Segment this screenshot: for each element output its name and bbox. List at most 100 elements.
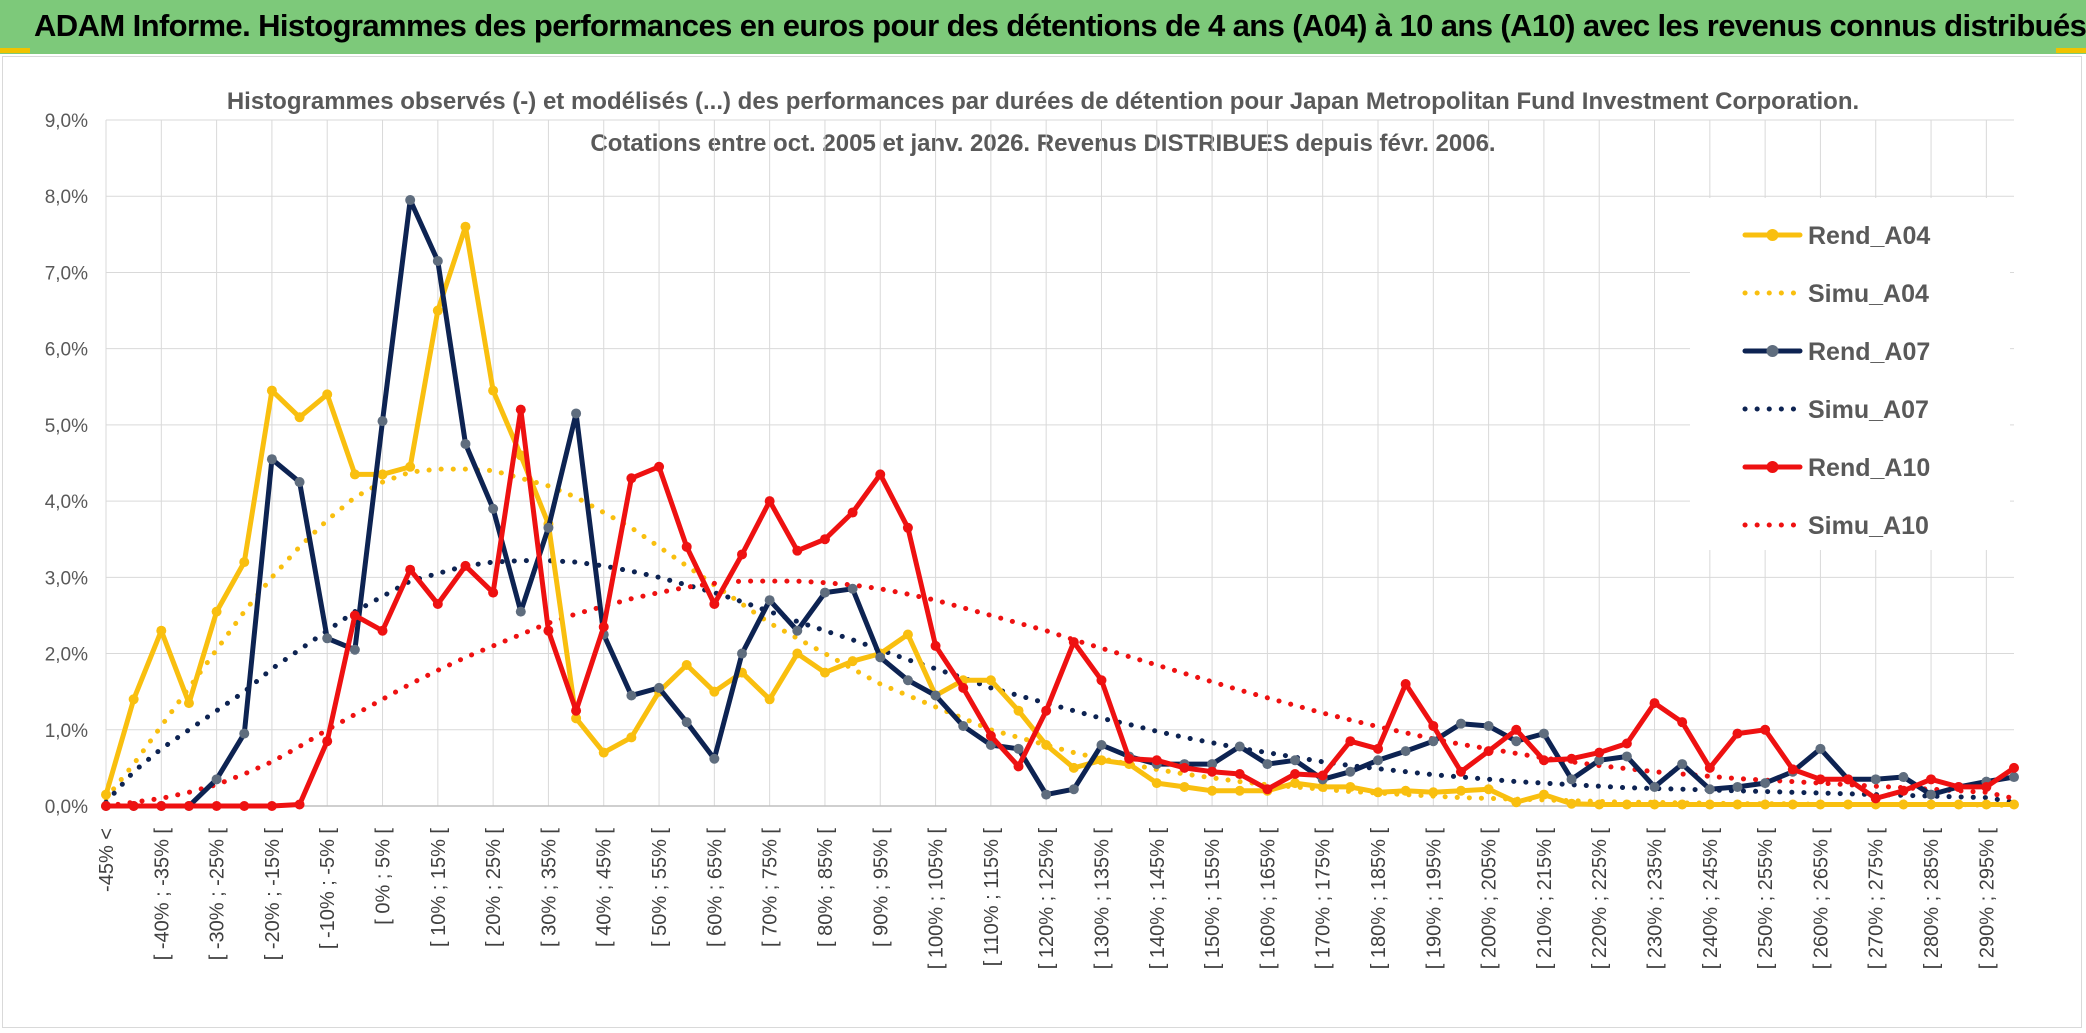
data-point-Rend_A07 xyxy=(709,753,720,764)
data-point-Rend_A04 xyxy=(1041,740,1052,751)
data-point-Rend_A10 xyxy=(792,545,803,556)
data-point-Rend_A04 xyxy=(1151,778,1162,789)
data-point-Rend_A07 xyxy=(266,454,277,465)
data-point-Rend_A04 xyxy=(101,789,111,800)
data-point-Rend_A07 xyxy=(515,606,526,617)
x-tick-label: [ 180% ; 185% [ xyxy=(1368,828,1390,970)
data-point-Rend_A04 xyxy=(985,675,996,686)
x-tick-label: [ 260% ; 265% [ xyxy=(1810,828,1832,970)
data-point-Rend_A04 xyxy=(598,747,609,758)
data-point-Rend_A10 xyxy=(1068,637,1079,648)
data-point-Rend_A07 xyxy=(1068,784,1079,795)
x-tick-label: [ 200% ; 205% [ xyxy=(1479,828,1501,970)
data-point-Rend_A10 xyxy=(1843,774,1854,785)
data-point-Rend_A07 xyxy=(1649,781,1660,792)
banner-accent-right xyxy=(2056,48,2086,53)
data-point-Rend_A07 xyxy=(902,675,913,686)
data-point-Rend_A04 xyxy=(128,694,139,705)
data-point-Rend_A07 xyxy=(2009,772,2019,783)
data-point-Rend_A10 xyxy=(1317,770,1328,781)
data-point-Rend_A10 xyxy=(764,496,775,507)
data-point-Rend_A04 xyxy=(294,412,305,423)
data-point-Rend_A04 xyxy=(488,385,499,396)
data-point-Rend_A07 xyxy=(1511,736,1522,747)
x-tick-label: [ 100% ; 105% [ xyxy=(926,828,948,970)
data-point-Rend_A04 xyxy=(764,694,775,705)
series-line-Simu_A07 xyxy=(103,558,2017,805)
data-point-Rend_A10 xyxy=(819,534,830,545)
data-point-Rend_A10 xyxy=(1151,755,1162,766)
data-point-Rend_A10 xyxy=(1787,764,1798,775)
data-point-Rend_A10 xyxy=(1870,793,1881,804)
data-point-Rend_A04 xyxy=(349,469,360,480)
data-point-Rend_A04 xyxy=(1649,799,1660,810)
data-point-Rend_A10 xyxy=(737,549,747,560)
data-point-Rend_A04 xyxy=(1428,787,1439,798)
data-point-Rend_A10 xyxy=(875,469,886,480)
x-tick-label: [ 250% ; 255% [ xyxy=(1755,828,1777,970)
y-tick-label: 3,0% xyxy=(45,568,88,589)
data-point-Rend_A04 xyxy=(1732,799,1743,810)
y-tick-label: 7,0% xyxy=(45,263,88,284)
data-point-Rend_A04 xyxy=(377,469,388,480)
data-point-Rend_A07 xyxy=(211,774,222,785)
data-point-Rend_A10 xyxy=(156,801,167,811)
data-point-Rend_A10 xyxy=(1124,753,1135,764)
legend-label-Rend_A10: Rend_A10 xyxy=(1808,454,1930,482)
data-point-Rend_A04 xyxy=(1566,798,1577,809)
data-point-Rend_A10 xyxy=(958,682,969,693)
data-point-Rend_A07 xyxy=(875,652,886,663)
data-point-Rend_A07 xyxy=(1898,772,1909,783)
data-point-Rend_A07 xyxy=(1290,755,1301,766)
data-point-Rend_A04 xyxy=(819,667,830,678)
x-tick-label: [ -20% ; -15% [ xyxy=(262,828,284,961)
legend-background xyxy=(1690,198,2010,550)
data-point-Rend_A04 xyxy=(211,606,222,617)
data-point-Rend_A07 xyxy=(1400,746,1411,757)
data-point-Rend_A04 xyxy=(405,461,416,472)
data-point-Rend_A04 xyxy=(322,389,333,400)
data-point-Rend_A07 xyxy=(792,625,803,636)
data-point-Rend_A04 xyxy=(239,557,250,568)
x-tick-label: [ 10% ; 15% [ xyxy=(428,828,450,947)
data-point-Rend_A04 xyxy=(709,686,720,697)
data-point-Rend_A10 xyxy=(322,736,333,747)
data-point-Rend_A04 xyxy=(1013,705,1024,716)
data-point-Rend_A07 xyxy=(681,717,692,728)
data-point-Rend_A07 xyxy=(1207,759,1218,770)
y-tick-label: 2,0% xyxy=(45,645,88,666)
data-point-Rend_A10 xyxy=(488,587,499,598)
x-tick-label: -45% < xyxy=(96,828,118,892)
data-point-Rend_A07 xyxy=(1870,774,1881,785)
data-point-Rend_A10 xyxy=(598,621,609,632)
data-point-Rend_A10 xyxy=(654,461,665,472)
data-point-Rend_A07 xyxy=(1926,789,1937,800)
data-point-Rend_A04 xyxy=(2009,799,2019,810)
x-tick-label: [ 170% ; 175% [ xyxy=(1313,828,1335,970)
data-point-Rend_A04 xyxy=(1483,784,1494,795)
data-point-Rend_A07 xyxy=(377,416,388,427)
data-point-Rend_A10 xyxy=(1649,698,1660,709)
data-point-Rend_A04 xyxy=(1815,799,1826,810)
data-point-Rend_A07 xyxy=(1262,759,1273,770)
data-point-Rend_A04 xyxy=(156,625,167,636)
data-point-Rend_A07 xyxy=(1483,720,1494,731)
x-tick-label: [ 160% ; 165% [ xyxy=(1257,828,1279,970)
data-point-Rend_A10 xyxy=(1538,755,1549,766)
data-point-Rend_A10 xyxy=(1096,675,1107,686)
data-point-Rend_A10 xyxy=(515,404,526,415)
data-point-Rend_A04 xyxy=(847,656,858,667)
data-point-Rend_A10 xyxy=(2009,762,2019,773)
data-point-Rend_A10 xyxy=(1898,785,1909,796)
data-point-Rend_A10 xyxy=(985,730,996,741)
legend-label-Simu_A07: Simu_A07 xyxy=(1808,396,1929,424)
data-point-Rend_A07 xyxy=(958,720,969,731)
y-tick-label: 6,0% xyxy=(45,340,88,361)
x-tick-label: [ -10% ; -5% [ xyxy=(317,828,339,950)
data-point-Rend_A07 xyxy=(543,522,554,533)
data-point-Rend_A10 xyxy=(1483,746,1494,757)
chart-frame xyxy=(2,56,2082,1028)
report-banner: ADAM Informe. Histogrammes des performan… xyxy=(0,0,2086,54)
data-point-Rend_A04 xyxy=(626,732,637,743)
data-point-Rend_A04 xyxy=(1234,785,1245,796)
